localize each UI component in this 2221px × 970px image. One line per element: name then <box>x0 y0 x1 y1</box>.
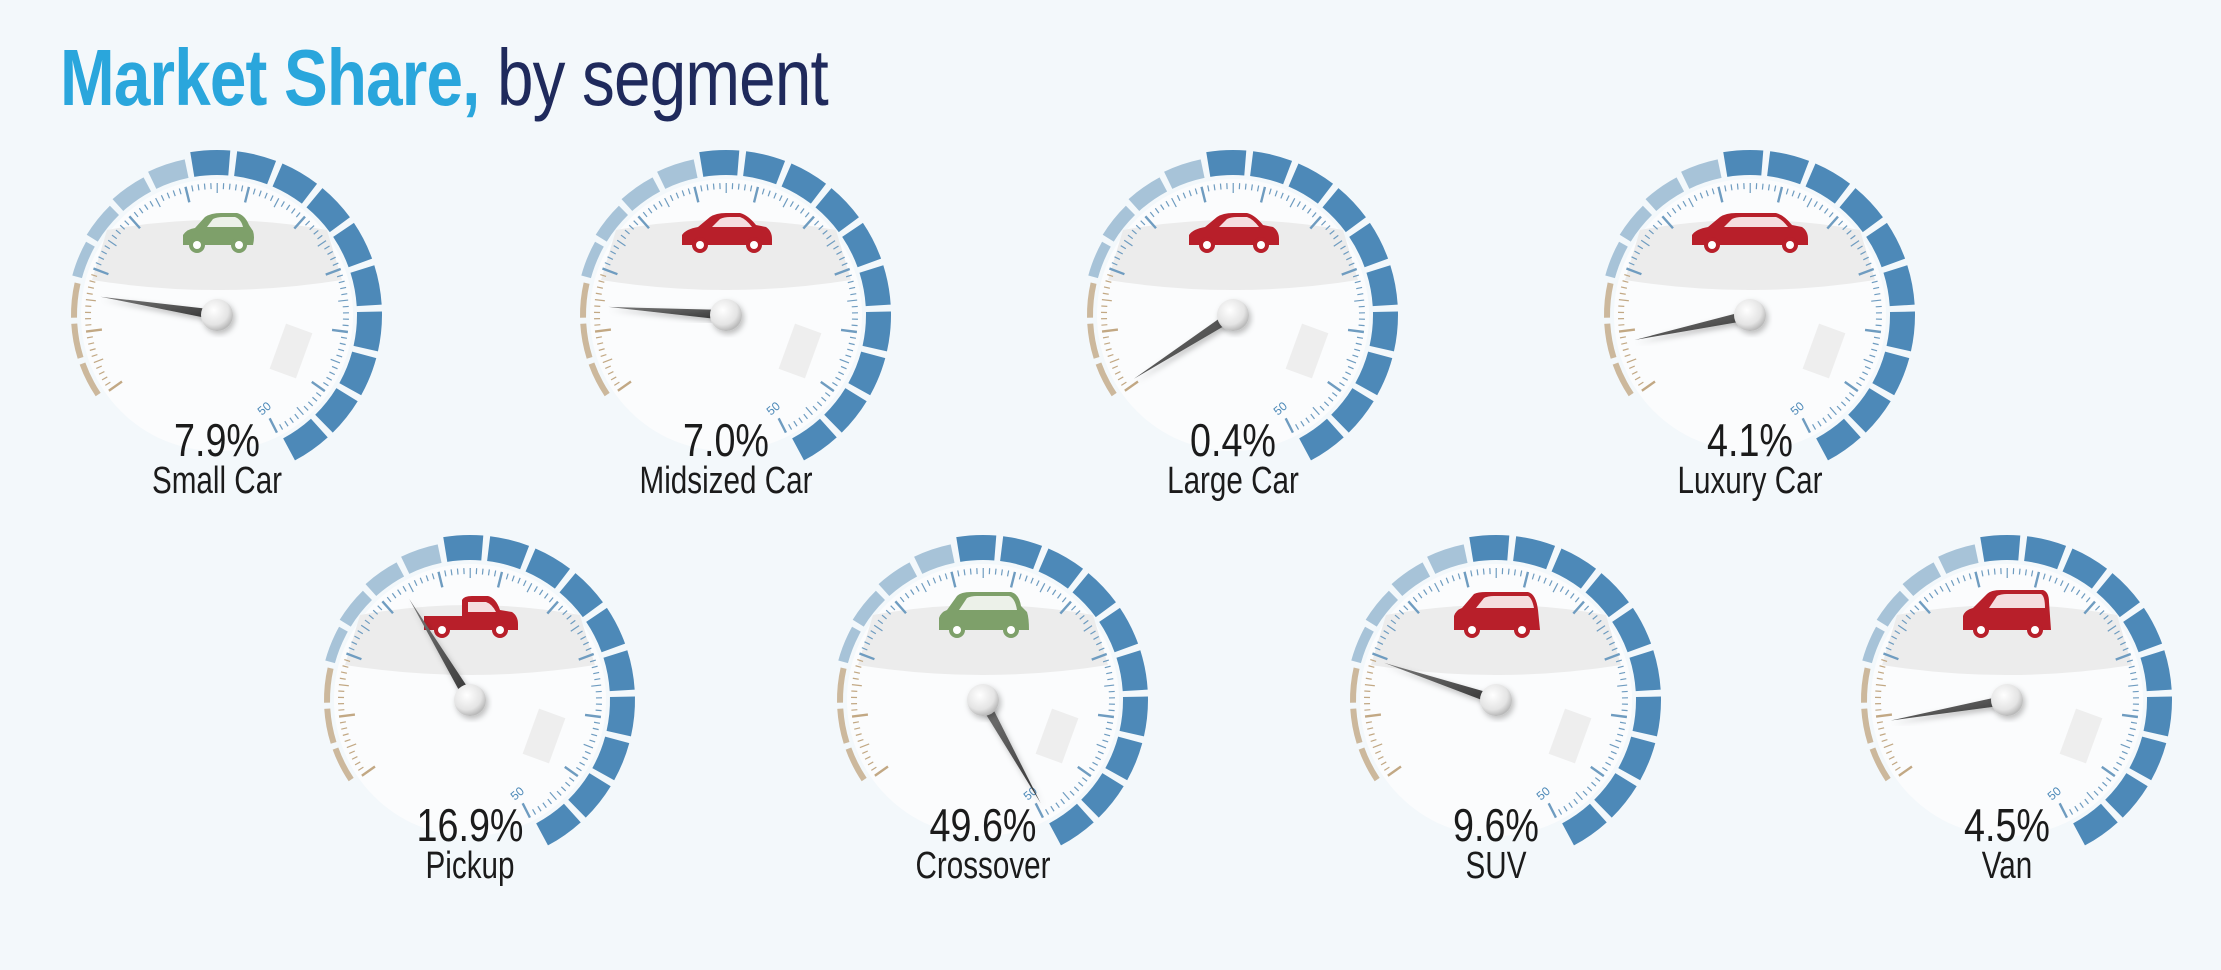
tick <box>229 184 230 190</box>
ring-segment <box>837 668 847 703</box>
ring-segment <box>2144 697 2172 737</box>
gauge-label: Pickup <box>345 845 595 888</box>
ring-segment <box>1366 265 1397 306</box>
ring-segment <box>1350 668 1360 703</box>
gauge-label: Large Car <box>1108 460 1358 503</box>
gauge-label: Small Car <box>92 460 342 503</box>
needle-hub <box>1217 299 1249 331</box>
ring-segment <box>859 265 890 306</box>
ring-segment <box>324 668 334 703</box>
needle-hub <box>1480 684 1512 716</box>
ring-segment <box>190 150 230 177</box>
tick <box>707 184 708 190</box>
ring-segment <box>1887 312 1915 352</box>
ring-segment <box>324 709 336 744</box>
ring-segment <box>1883 265 1914 306</box>
ring-segment <box>487 536 529 569</box>
ring-segment <box>699 150 739 177</box>
ring-segment <box>1350 709 1362 744</box>
tick <box>964 569 965 575</box>
gauge-label: Luxury Car <box>1625 460 1875 503</box>
gauge-value: 9.6% <box>1365 798 1627 852</box>
tick <box>198 184 199 190</box>
ring-segment <box>1206 150 1246 177</box>
tick <box>1988 569 1989 575</box>
ring-segment <box>2140 650 2171 691</box>
tick <box>970 569 971 575</box>
needle-hub <box>454 684 486 716</box>
tick <box>1477 569 1478 575</box>
ring-segment <box>443 535 483 562</box>
needle-hub <box>967 684 999 716</box>
ring-segment <box>354 312 382 352</box>
ring-segment <box>1980 535 2020 562</box>
tick <box>1214 184 1215 190</box>
tick <box>1994 569 1995 575</box>
ring-segment <box>1861 709 1873 744</box>
ring-segment <box>956 535 996 562</box>
gauge-value: 7.0% <box>595 413 857 467</box>
tick <box>1220 184 1221 190</box>
needle-hub <box>201 299 233 331</box>
tick <box>1737 184 1738 190</box>
ring-segment <box>1250 151 1292 184</box>
ring-segment <box>743 151 785 184</box>
ring-segment <box>71 324 83 359</box>
tick <box>457 569 458 575</box>
gauge-label: Crossover <box>858 845 1108 888</box>
tick <box>451 569 452 575</box>
ring-segment <box>1087 324 1099 359</box>
ring-segment <box>350 265 381 306</box>
ring-segment <box>603 650 634 691</box>
needle-hub <box>710 299 742 331</box>
needle-hub <box>1991 684 2023 716</box>
tick <box>713 184 714 190</box>
ring-segment <box>1120 697 1148 737</box>
ring-segment <box>1604 324 1616 359</box>
tick <box>995 569 996 575</box>
tick <box>482 569 483 575</box>
tick <box>1731 184 1732 190</box>
ring-segment <box>1087 283 1097 318</box>
gauge-value: 4.1% <box>1619 413 1881 467</box>
tick <box>738 184 739 190</box>
tick <box>1245 184 1246 190</box>
ring-segment <box>1633 697 1661 737</box>
gauge-value: 49.6% <box>852 798 1114 852</box>
ring-segment <box>1370 312 1398 352</box>
ring-segment <box>1767 151 1809 184</box>
gauge-value: 16.9% <box>339 798 601 852</box>
ring-segment <box>580 324 592 359</box>
ring-segment <box>1861 668 1871 703</box>
gauge-value: 0.4% <box>1102 413 1364 467</box>
tick <box>204 184 205 190</box>
gauge-value: 4.5% <box>1876 798 2138 852</box>
ring-segment <box>1723 150 1763 177</box>
tick <box>1508 569 1509 575</box>
ring-segment <box>1513 536 1555 569</box>
gauge-label: Midsized Car <box>601 460 851 503</box>
tick <box>1483 569 1484 575</box>
gauge-label: Van <box>1882 845 2132 888</box>
ring-segment <box>1116 650 1147 691</box>
needle-hub <box>1734 299 1766 331</box>
ring-segment <box>863 312 891 352</box>
ring-segment <box>1000 536 1042 569</box>
ring-segment <box>2024 536 2066 569</box>
gauge-label: SUV <box>1371 845 1621 888</box>
ring-segment <box>580 283 590 318</box>
ring-segment <box>71 283 81 318</box>
ring-segment <box>1604 283 1614 318</box>
gauge-value: 7.9% <box>86 413 348 467</box>
ring-segment <box>607 697 635 737</box>
ring-segment <box>1629 650 1660 691</box>
ring-segment <box>837 709 849 744</box>
tick <box>1762 184 1763 190</box>
ring-segment <box>234 151 276 184</box>
tick <box>2019 569 2020 575</box>
ring-segment <box>1469 535 1509 562</box>
